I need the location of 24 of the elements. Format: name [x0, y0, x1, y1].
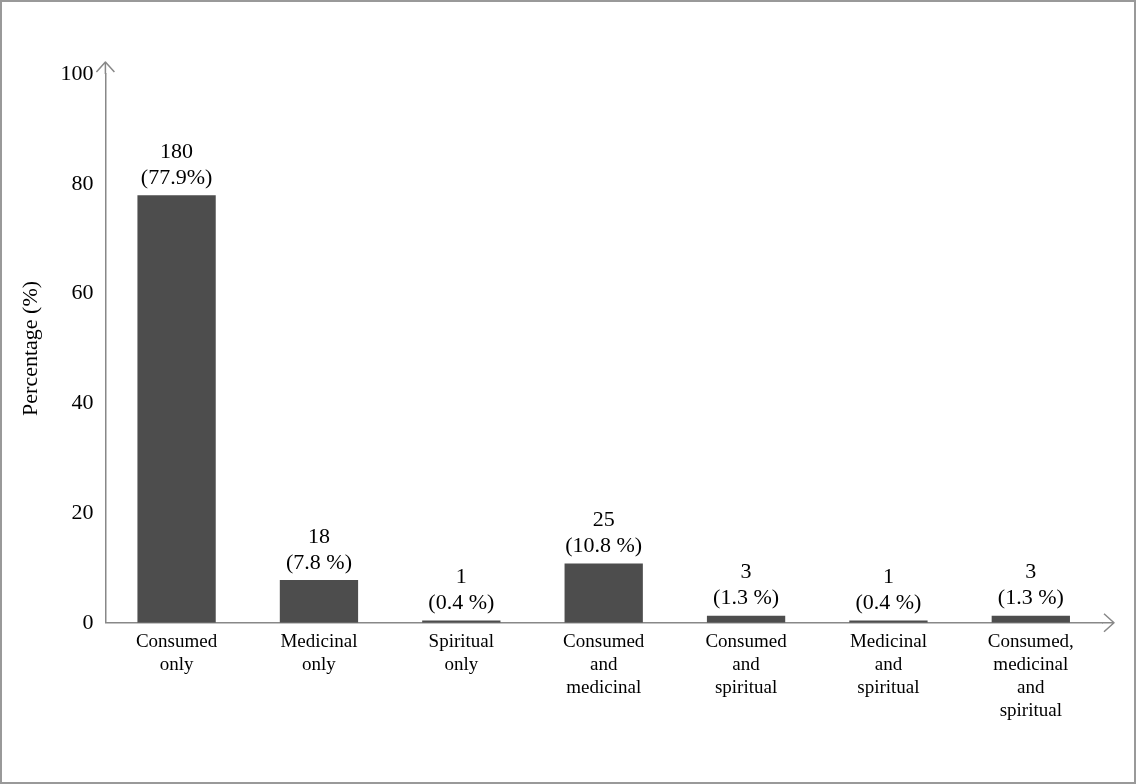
x-tick-label: Spiritual only [428, 630, 495, 674]
x-tick-label: Consumed and spiritual [705, 630, 788, 697]
y-tick-label: 0 [82, 608, 94, 634]
x-tick-label: Medicinal only [280, 630, 358, 674]
y-tick-label: 80 [71, 169, 94, 195]
bar [137, 195, 216, 623]
data-label: 18 (7.8 %) [285, 522, 352, 574]
x-tick-label: Medicinal and spiritual [849, 630, 927, 697]
bar [564, 563, 643, 623]
data-label: 25 (10.8 %) [565, 506, 643, 558]
y-tick-label: 20 [71, 498, 94, 524]
x-tick-label: Consumed and medicinal [563, 630, 645, 697]
data-label: 1 (0.4 %) [855, 563, 922, 615]
x-tick-label: Consumed only [135, 630, 218, 674]
x-tick-label: Consumed, medicinal and spiritual [987, 630, 1074, 720]
bar [279, 579, 359, 623]
y-tick-label: 40 [71, 389, 94, 415]
data-label: 3 (1.3 %) [997, 558, 1064, 610]
data-label: 180 (77.9%) [140, 138, 213, 190]
y-tick-label: 100 [60, 59, 94, 85]
y-tick-label: 60 [71, 279, 94, 305]
y-axis-title: Percentage (%) [16, 280, 42, 416]
data-label: 1 (0.4 %) [428, 563, 495, 615]
data-label: 3 (1.3 %) [713, 558, 780, 610]
